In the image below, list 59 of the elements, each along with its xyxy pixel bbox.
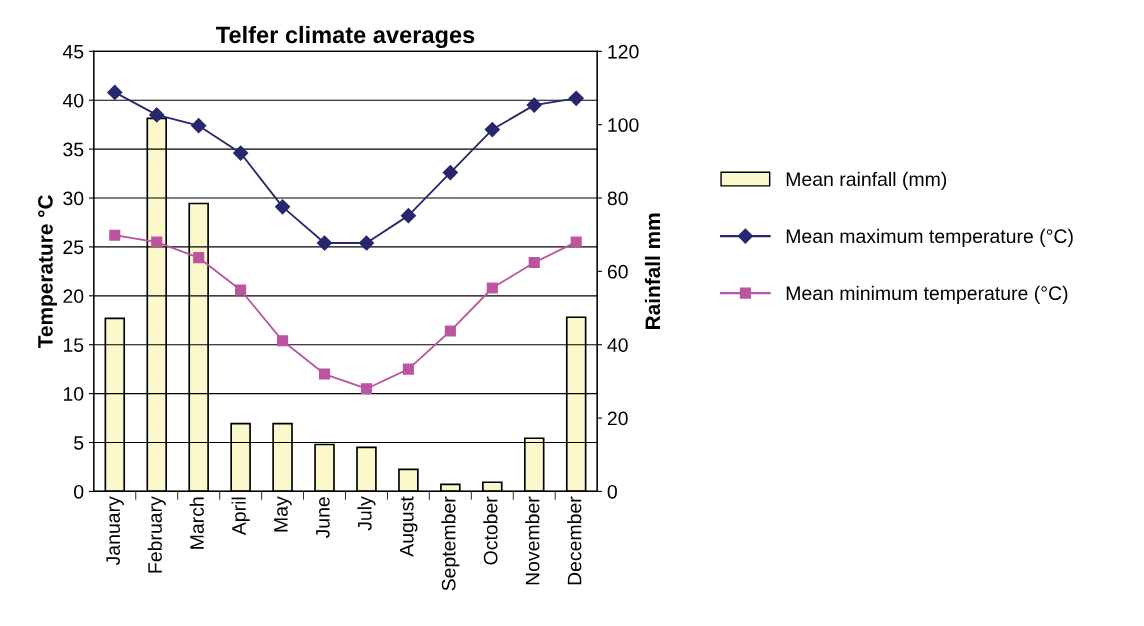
point [109, 229, 121, 241]
y2-tick-label: 100 [608, 118, 639, 132]
legend-label: Mean maximum temperature (°C) [786, 228, 1073, 247]
x-tick-label: November [525, 496, 540, 585]
y-tick-label: 30 [63, 191, 84, 206]
legend-label: Mean minimum temperature (°C) [786, 285, 1068, 304]
y2-tick-label: 0 [607, 484, 617, 499]
y2-axis-title: Rainfall mm [644, 213, 661, 330]
point [151, 236, 163, 248]
x-tick-label: October [483, 496, 498, 565]
point [484, 121, 500, 138]
point [528, 257, 540, 269]
point [193, 252, 205, 264]
point [526, 97, 542, 113]
y2-tick-label: 20 [607, 411, 628, 426]
y-tick-label: 35 [63, 142, 84, 157]
point [402, 363, 414, 375]
point [235, 284, 247, 296]
point [570, 236, 582, 248]
y-tick-label: 25 [63, 240, 84, 255]
y2-tick-label: 60 [607, 264, 628, 279]
y-axis-title: Temperature °C [38, 195, 57, 349]
y2-tick-label: 40 [607, 338, 628, 352]
x-tick-label: February [147, 496, 166, 573]
point [568, 90, 584, 106]
x-tick-label: July [357, 496, 376, 531]
legend-label: Mean rainfall (mm) [786, 171, 947, 190]
chart-title: Telfer climate averages [216, 25, 475, 48]
point [107, 84, 123, 100]
x-tick-label: January [106, 496, 124, 566]
x-tick-label: May [274, 496, 292, 532]
y-tick-label: 20 [63, 289, 84, 304]
point [442, 165, 458, 181]
x-tick-label: August [400, 496, 418, 557]
x-tick-label: June [316, 497, 330, 539]
x-tick-label: March [189, 497, 204, 549]
y-tick-label: 10 [63, 387, 84, 401]
point [444, 325, 456, 337]
point [358, 235, 375, 251]
point [486, 282, 498, 294]
y-tick-label: 40 [62, 93, 84, 108]
x-tick-label: September [441, 496, 460, 591]
y-tick-label: 45 [62, 45, 84, 59]
y2-tick-label: 80 [607, 191, 628, 206]
y2-tick-label: 120 [608, 44, 639, 59]
y-tick-label: 15 [63, 338, 84, 352]
point [191, 118, 207, 134]
x-tick-label: December [567, 496, 582, 585]
y-tick-label: 5 [74, 436, 84, 450]
x-tick-label: April [231, 497, 250, 536]
point [318, 368, 331, 380]
point [316, 235, 333, 251]
point [233, 145, 249, 161]
y-tick-label: 0 [74, 484, 84, 499]
point [400, 208, 416, 224]
point [277, 335, 289, 347]
point [360, 383, 373, 395]
point [274, 199, 291, 215]
point [149, 107, 165, 123]
